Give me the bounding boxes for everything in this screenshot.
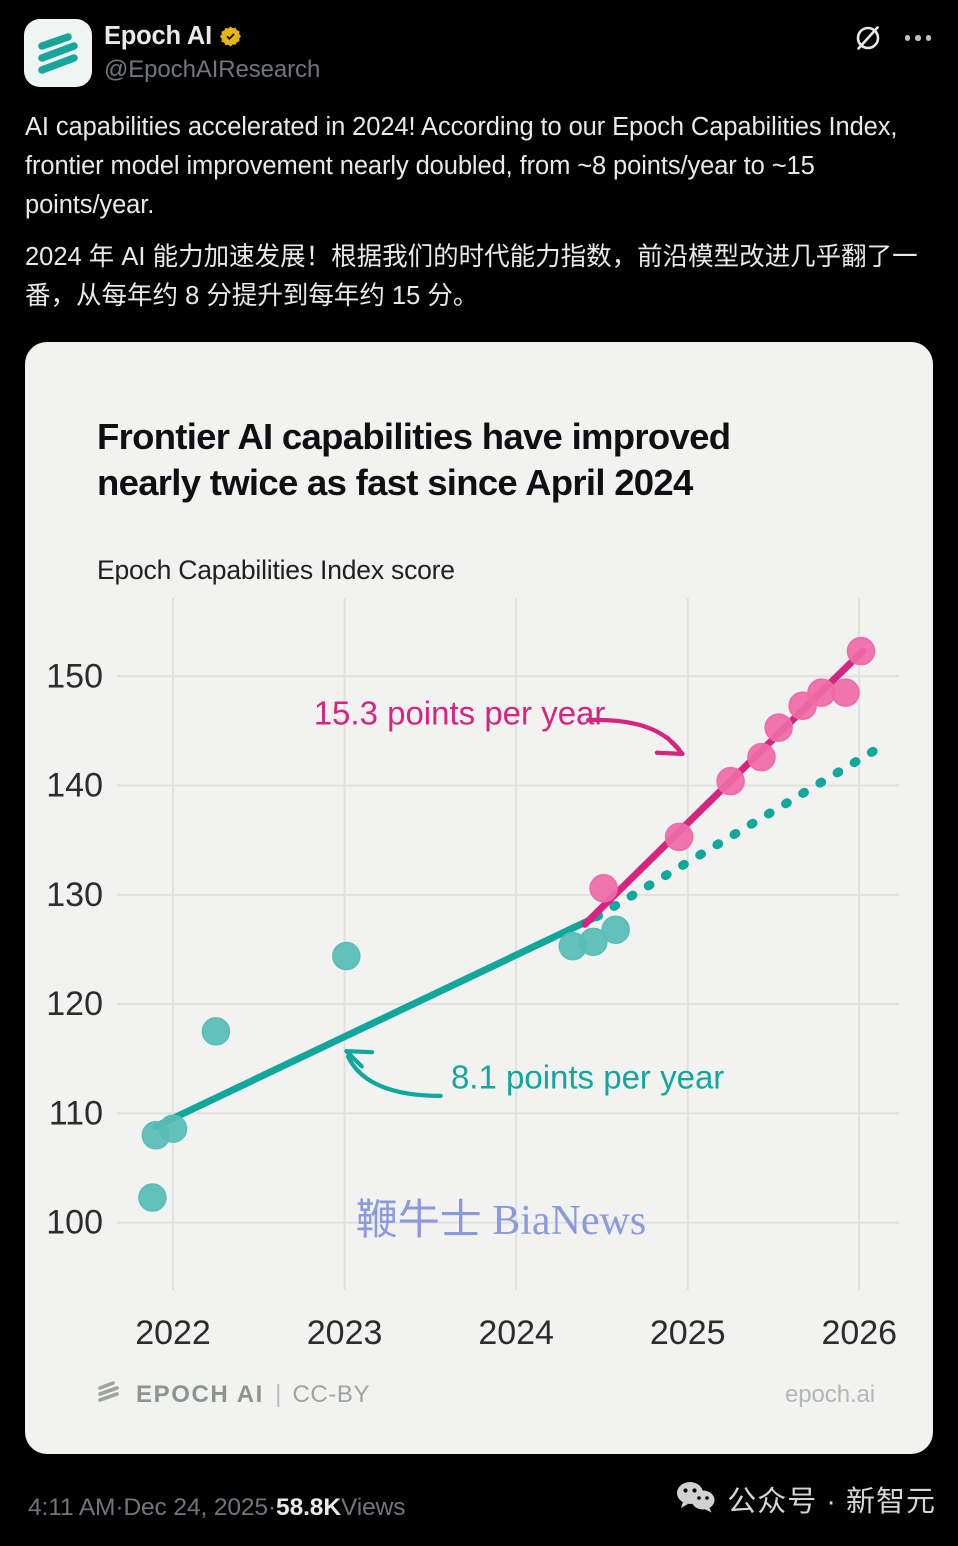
- wechat-label: 公众号 · 新智元: [727, 1486, 936, 1518]
- y-axis-tick-labels: 100 110 120 130 140 150: [46, 657, 103, 1241]
- more-options-icon[interactable]: [900, 20, 936, 56]
- dot: [915, 35, 921, 41]
- scatter-point: [138, 1183, 167, 1212]
- scatter-point: [589, 874, 618, 903]
- x-tick-label: 2024: [478, 1314, 554, 1352]
- y-tick-label: 150: [46, 657, 103, 695]
- epoch-ai-logo-icon: [24, 19, 92, 87]
- tweet-header: Epoch AI @EpochAIResearch: [0, 0, 958, 108]
- y-tick-label: 110: [49, 1094, 103, 1132]
- annotation-label-slow: 8.1 points per year: [451, 1058, 724, 1095]
- scatter-point: [764, 713, 793, 742]
- scatter-point: [201, 1017, 231, 1046]
- scatter-points-post-2024: [589, 636, 876, 903]
- dot: [904, 35, 911, 41]
- x-axis-tick-labels: 2022 2023 2024 2025 2026: [135, 1314, 897, 1352]
- author-handle[interactable]: @EpochAIResearch: [104, 56, 321, 84]
- gridlines: [117, 598, 899, 1290]
- y-tick-label: 140: [46, 767, 103, 805]
- chart-title: Frontier AI capabilities have improved n…: [97, 416, 731, 503]
- footer-license: CC-BY: [292, 1380, 371, 1408]
- tweet-paragraph-zh: 2024 年 AI 能力加速发展！根据我们的时代能力指数，前沿模型改进几乎翻了一…: [25, 243, 918, 310]
- y-tick-label: 100: [46, 1204, 103, 1242]
- epoch-ai-mark-icon: [97, 1379, 125, 1410]
- y-tick-label: 120: [46, 985, 103, 1023]
- scatter-point: [831, 678, 860, 707]
- dot: [925, 35, 932, 41]
- tweet-paragraph-en: AI capabilities accelerated in 2024! Acc…: [25, 113, 898, 219]
- chart-footer: EPOCH AI | CC-BY epoch.ai: [97, 1379, 875, 1410]
- footer-brand: EPOCH AI: [136, 1380, 264, 1408]
- watermark-text: 鞭牛士 BiaNews: [356, 1198, 646, 1244]
- grok-circle-slash-icon[interactable]: [850, 20, 886, 56]
- chart-card[interactable]: Frontier AI capabilities have improved n…: [25, 342, 933, 1454]
- chart-annotations: 15.3 points per year 8.1 points per year: [314, 694, 724, 1099]
- x-tick-label: 2026: [821, 1314, 897, 1352]
- wechat-icon: [676, 1480, 716, 1519]
- x-tick-label: 2025: [650, 1314, 726, 1352]
- tweet-text: AI capabilities accelerated in 2024! Acc…: [25, 108, 930, 316]
- chart-axis-label-y: Epoch Capabilities Index score: [97, 555, 455, 585]
- scatter-point: [747, 742, 776, 772]
- avatar[interactable]: [24, 19, 92, 87]
- scatter-point: [846, 636, 876, 666]
- scatter-points-pre-2024: [138, 915, 630, 1212]
- header-actions: [850, 20, 936, 56]
- trendline-solid: [152, 913, 601, 1131]
- wechat-badge: 公众号 · 新智元: [676, 1478, 936, 1520]
- author-name[interactable]: Epoch AI: [104, 22, 212, 50]
- tweet-time: 4:11 AM: [28, 1494, 116, 1521]
- scatter-point: [807, 678, 836, 707]
- annotation-arrowhead-slow: [344, 1049, 375, 1069]
- annotation-arrowhead-fast: [654, 735, 685, 756]
- views-label: Views: [340, 1494, 406, 1521]
- scatter-point: [664, 822, 694, 852]
- tweet-meta: 4:11 AM · Dec 24, 2025 · 58.8K Views: [28, 1494, 405, 1522]
- scatter-point: [579, 927, 608, 957]
- x-tick-label: 2022: [135, 1314, 211, 1352]
- verified-badge-icon: [219, 25, 242, 48]
- scatter-point: [601, 915, 630, 945]
- scatter-point: [716, 766, 745, 796]
- x-tick-label: 2023: [307, 1314, 383, 1352]
- meta-separator: ·: [115, 1494, 124, 1521]
- annotation-label-fast: 15.3 points per year: [314, 694, 606, 731]
- tweet-date: Dec 24, 2025: [123, 1494, 268, 1521]
- scatter-point: [332, 941, 361, 971]
- footer-separator: |: [274, 1380, 282, 1408]
- meta-separator: ·: [267, 1494, 277, 1521]
- chart-plot: 100 110 120 130 140 150 2022 2023 2024 2025 2026 …: [25, 590, 933, 1454]
- scatter-point: [158, 1114, 188, 1143]
- annotation-arrow-slow: [345, 1054, 443, 1099]
- trendline-dashed: [592, 742, 885, 922]
- author-block: Epoch AI @EpochAIResearch: [104, 22, 320, 87]
- y-tick-label: 130: [46, 876, 103, 914]
- footer-url: epoch.ai: [785, 1380, 875, 1408]
- views-count: 58.8K: [276, 1494, 341, 1521]
